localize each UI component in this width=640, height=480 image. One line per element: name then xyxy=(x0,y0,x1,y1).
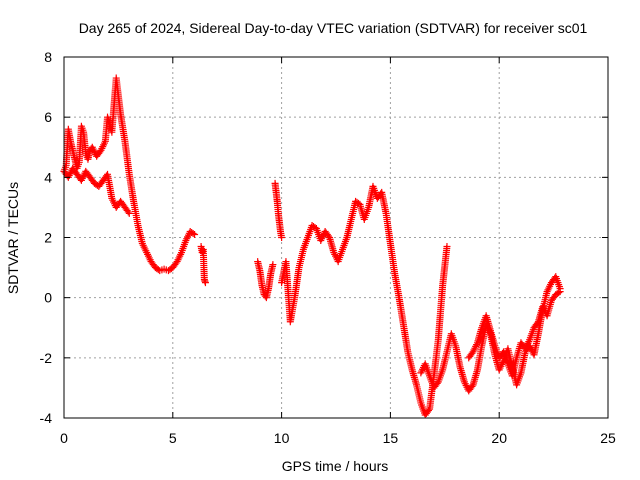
data-point xyxy=(191,230,199,238)
data-point xyxy=(556,288,564,296)
data-point xyxy=(269,261,277,269)
x-axis-label: GPS time / hours xyxy=(282,458,389,474)
series-track-3 xyxy=(197,243,209,287)
y-axis-label: SDTVAR / TECUs xyxy=(5,182,21,294)
series-track-7 xyxy=(417,273,564,395)
data-point xyxy=(324,232,332,240)
y-tick-label: 2 xyxy=(44,230,52,246)
grid-lines xyxy=(64,57,608,418)
data-point xyxy=(433,379,441,387)
y-tick-label: 6 xyxy=(44,109,52,125)
series-track-2 xyxy=(60,164,133,217)
x-tick-label: 10 xyxy=(274,430,290,446)
data-point xyxy=(555,289,563,297)
y-tick-label: 8 xyxy=(44,49,52,65)
y-tick-label: 0 xyxy=(44,290,52,306)
x-tick-label: 5 xyxy=(169,430,177,446)
chart-title: Day 265 of 2024, Sidereal Day-to-day VTE… xyxy=(79,20,588,36)
data-points xyxy=(60,74,564,419)
axis-ticks: 0 5 10 15 20 25 -4 -2 0 2 4 6 8 xyxy=(40,49,616,446)
x-tick-label: 0 xyxy=(60,430,68,446)
series-track-1 xyxy=(60,74,199,275)
data-point xyxy=(124,208,132,216)
data-point xyxy=(443,243,451,251)
y-tick-label: -4 xyxy=(40,410,53,426)
y-tick-label: -2 xyxy=(40,350,53,366)
data-point xyxy=(424,406,432,414)
data-point xyxy=(201,279,209,287)
data-point xyxy=(125,209,133,217)
data-point xyxy=(533,319,541,327)
x-tick-label: 15 xyxy=(383,430,399,446)
series-track-8 xyxy=(465,288,564,380)
x-tick-label: 20 xyxy=(491,430,507,446)
series-track-5 xyxy=(271,179,286,241)
series-track-4 xyxy=(254,258,277,302)
y-tick-label: 4 xyxy=(44,169,52,185)
data-point xyxy=(468,382,476,390)
x-tick-label: 25 xyxy=(600,430,616,446)
data-point xyxy=(278,234,286,241)
series-track-6 xyxy=(278,182,451,419)
data-point xyxy=(189,229,197,237)
